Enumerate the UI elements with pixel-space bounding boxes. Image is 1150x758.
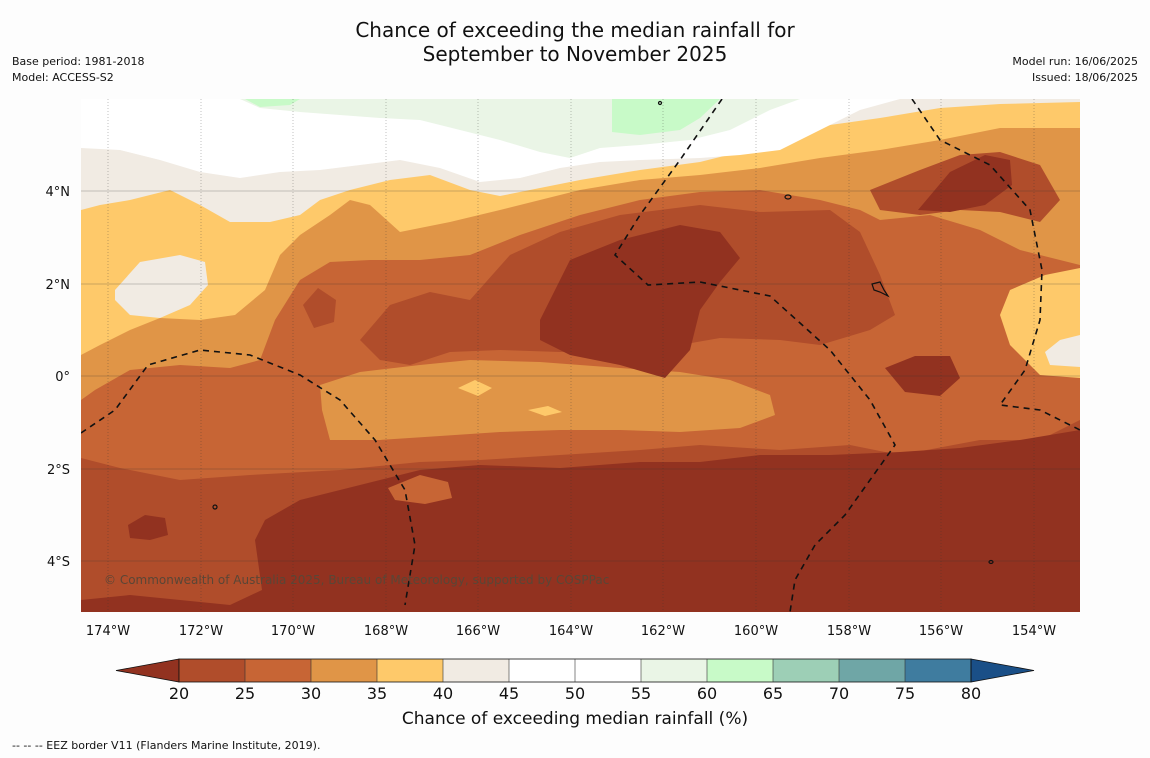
colorbar-30-35: [311, 659, 377, 682]
base-period-text: Base period: 1981-2018: [12, 55, 145, 68]
lon-tick: 170°W: [271, 624, 315, 639]
map-field: © Commonwealth of Australia 2025, Bureau…: [81, 99, 1080, 612]
colorbar-tick: 30: [301, 684, 321, 703]
title-line-1: Chance of exceeding the median rainfall …: [355, 18, 795, 42]
colorbar-tick: 55: [631, 684, 651, 703]
colorbar-tick: 40: [433, 684, 453, 703]
colorbar-25-30: [245, 659, 311, 682]
colorbar-label: Chance of exceeding median rainfall (%): [401, 709, 749, 729]
islands: [212, 100, 994, 565]
colorbar-tick: 35: [367, 684, 387, 703]
colorbar-35-40: [377, 659, 443, 682]
colorbar-above80: [970, 658, 1035, 683]
issued-text: Issued: 18/06/2025: [1031, 71, 1138, 84]
patch-40-45-west: [115, 255, 208, 318]
island-kiritimati: [871, 281, 890, 298]
band-60-65: [612, 99, 720, 135]
lat-tick: 2°S: [47, 463, 70, 478]
colorbar-55-60: [641, 659, 707, 682]
island-a: [784, 194, 792, 200]
patch-35-40-a: [458, 380, 492, 396]
colorbar-tick: 80: [961, 684, 981, 703]
eez-border-kiribati-phoenix: [81, 349, 416, 606]
blob-below20-east: [918, 155, 1012, 212]
colorbar-tick: 45: [499, 684, 519, 703]
lon-tick-labels: 174°W 172°W 170°W 168°W 166°W 164°W 162°…: [86, 624, 1056, 639]
model-run-text: Model run: 16/06/2025: [1012, 55, 1138, 68]
lat-tick-labels: 4°N 2°N 0° 2°S 4°S: [46, 185, 71, 570]
colorbar-70-75: [839, 659, 905, 682]
lat-tick: 0°: [55, 370, 70, 385]
colorbar-tick: 70: [829, 684, 849, 703]
colorbar-tick-labels: 20 25 30 35 40 45 50 55 60 65 70 75 80: [169, 684, 981, 703]
lon-tick: 164°W: [549, 624, 593, 639]
map-title: Chance of exceeding the median rainfall …: [0, 18, 1150, 66]
lon-tick: 166°W: [456, 624, 500, 639]
island-c: [988, 559, 994, 565]
lat-tick: 4°N: [46, 185, 71, 200]
colorbar-45-50: [509, 659, 575, 682]
colorbar-dividers: [244, 659, 906, 682]
lat-tick: 2°N: [46, 278, 71, 293]
blob-below20-central: [540, 225, 740, 378]
graticule: [81, 99, 1080, 612]
lon-tick: 168°W: [364, 624, 408, 639]
colorbar-tick: 25: [235, 684, 255, 703]
eez-footnote: -- -- -- EEZ border V11 (Flanders Marine…: [12, 739, 321, 752]
colorbar-20-25: [179, 659, 245, 682]
colorbar-below20: [115, 658, 180, 683]
band-30-35-central: [320, 360, 775, 440]
patch-40-45-east: [1045, 335, 1080, 367]
colorbar-50-55: [575, 659, 641, 682]
eez-border-east: [911, 99, 1080, 431]
island-b: [212, 504, 218, 510]
lon-tick: 158°W: [827, 624, 871, 639]
colorbar-65-70: [773, 659, 839, 682]
meta-right: Model run: 16/06/2025 Issued: 18/06/2025: [1012, 54, 1138, 86]
colorbar-tick: 65: [763, 684, 783, 703]
lat-tick: 4°S: [47, 555, 70, 570]
eez-border-line-islands: [613, 99, 896, 612]
colorbar-60-65: [707, 659, 773, 682]
colorbar-40-45: [443, 659, 509, 682]
band-60-65-b: [245, 99, 300, 107]
lon-tick: 162°W: [641, 624, 685, 639]
colorbar-tick: 60: [697, 684, 717, 703]
colorbar-tick: 20: [169, 684, 189, 703]
colorbar-tick: 50: [565, 684, 585, 703]
eez-borders: [81, 99, 1080, 612]
colorbar-75-80: [905, 659, 971, 682]
blob-20-25-west: [303, 288, 336, 328]
patch-35-40-b: [528, 406, 562, 416]
patch-25-30-south: [388, 475, 452, 504]
meta-left: Base period: 1981-2018 Model: ACCESS-S2: [12, 54, 144, 86]
lon-tick: 156°W: [919, 624, 963, 639]
lon-tick: 160°W: [734, 624, 778, 639]
colorbar-tick: 75: [895, 684, 915, 703]
lon-tick: 154°W: [1012, 624, 1056, 639]
lon-tick: 172°W: [179, 624, 223, 639]
patch-below20-sw: [128, 515, 168, 540]
title-line-2: September to November 2025: [422, 42, 728, 66]
lon-tick: 174°W: [86, 624, 130, 639]
model-text: Model: ACCESS-S2: [12, 71, 114, 84]
island-d: [657, 100, 663, 106]
band-below20-south: [81, 430, 1080, 612]
copyright-notice: © Commonwealth of Australia 2025, Bureau…: [104, 573, 609, 587]
